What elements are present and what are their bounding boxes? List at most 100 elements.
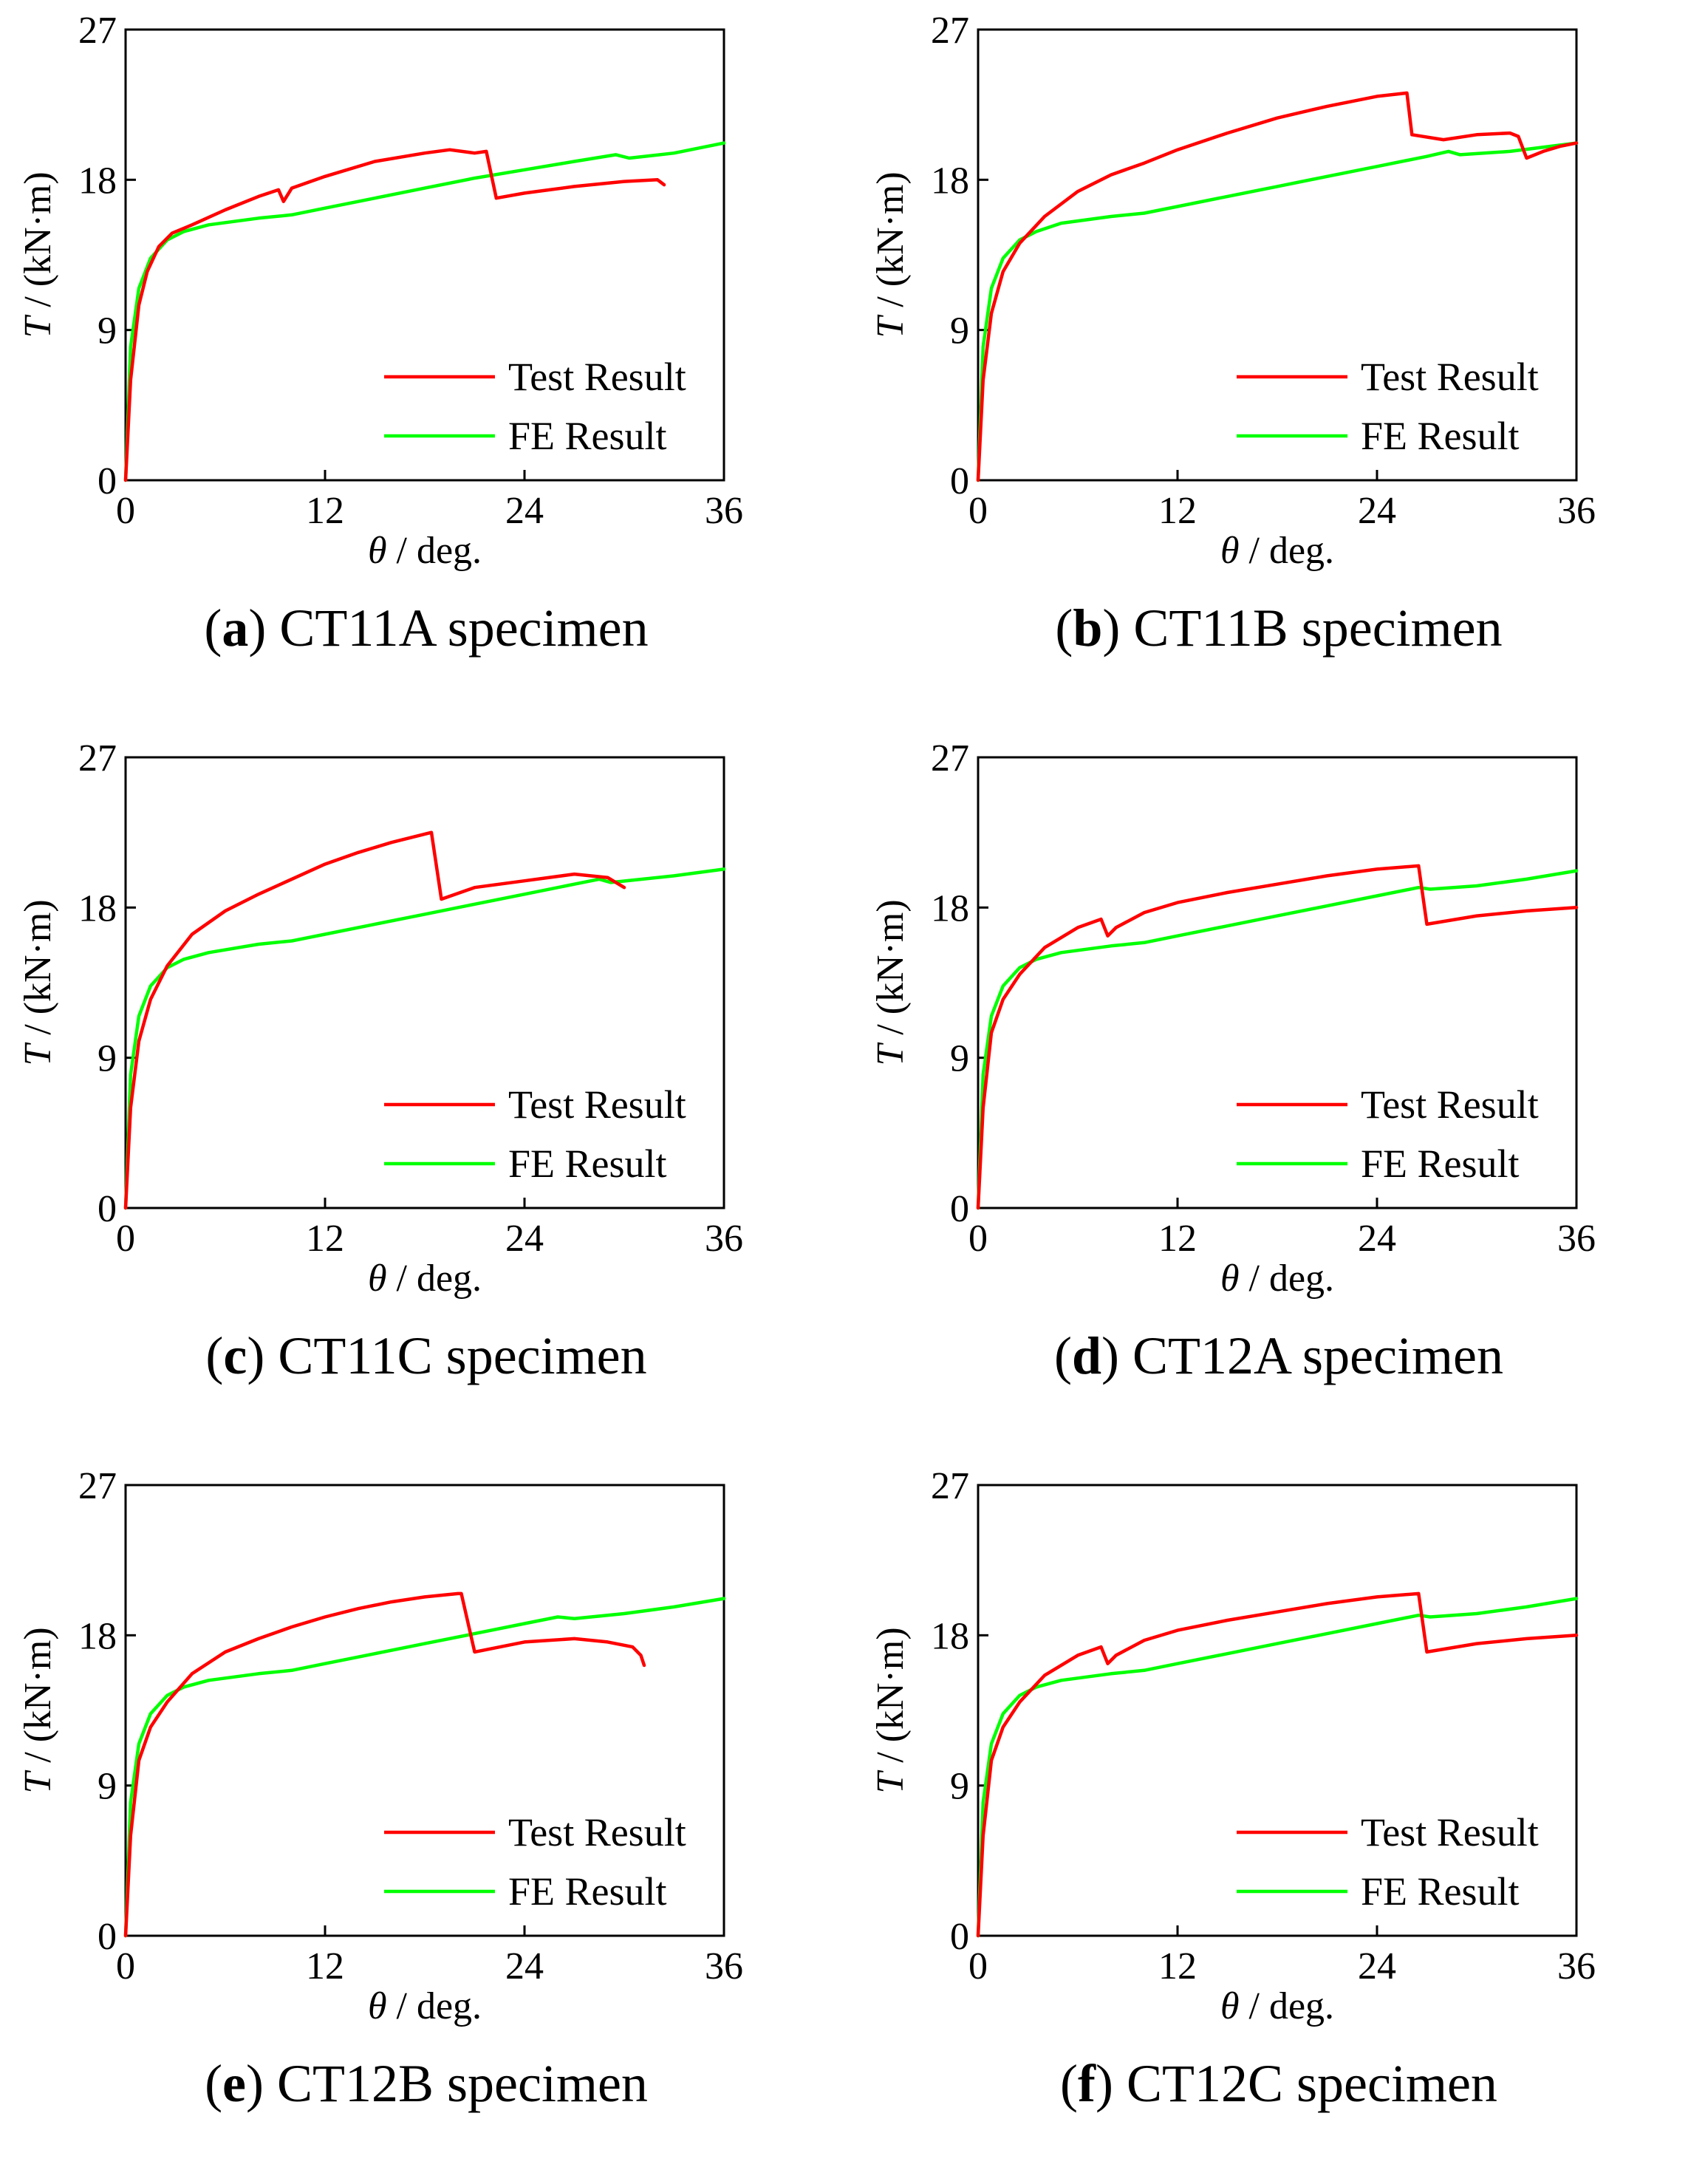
legend-label: Test Result xyxy=(508,355,686,399)
plot-frame xyxy=(124,28,725,482)
y-tick-label: 18 xyxy=(931,1615,969,1657)
chart-panel-a: 0 12 24 36 0 9 18 27 θ / deg. T / (kN·m) Test Resu… xyxy=(0,0,852,728)
y-axis-label: T / (kN·m) xyxy=(869,1627,912,1793)
x-axis-label: θ / deg. xyxy=(368,1257,482,1300)
y-tick-label: 18 xyxy=(78,1615,117,1657)
y-tick-label: 0 xyxy=(98,1916,117,1958)
panel-caption: (e) CT12B specimen xyxy=(205,2054,648,2113)
x-tick-label: 36 xyxy=(1557,1218,1596,1260)
legend-label: Test Result xyxy=(1361,355,1539,399)
series-line-test-result xyxy=(123,830,626,1210)
x-tick-label: 36 xyxy=(705,490,743,532)
y-tick-label: 0 xyxy=(950,1916,969,1958)
plot-frame xyxy=(977,756,1578,1209)
x-axis-label: θ / deg. xyxy=(368,1985,482,2027)
caption-text: CT12B specimen xyxy=(277,2054,648,2113)
series-line-fe-result xyxy=(976,1597,1579,1938)
panel-letter: b xyxy=(1073,598,1103,658)
y-tick-label: 27 xyxy=(78,1465,117,1507)
x-tick-label: 24 xyxy=(505,1218,544,1260)
x-tick-label: 12 xyxy=(306,490,344,532)
chart-d: 0 12 24 36 0 9 18 27 θ / deg. T / (kN·m) Test Resu… xyxy=(869,737,1596,1300)
x-axis-label: θ / deg. xyxy=(1220,1257,1334,1300)
x-tick-label: 24 xyxy=(505,1945,544,1987)
x-tick-label: 0 xyxy=(116,1218,135,1260)
y-axis-label: T / (kN·m) xyxy=(17,171,59,338)
caption-text: CT11A specimen xyxy=(279,598,649,658)
y-tick-label: 9 xyxy=(98,1766,117,1808)
x-tick-label: 12 xyxy=(1158,1218,1197,1260)
x-tick-label: 0 xyxy=(116,490,135,532)
y-tick-label: 0 xyxy=(950,460,969,502)
y-tick-label: 18 xyxy=(931,160,969,202)
chart-panel-d: 0 12 24 36 0 9 18 27 θ / deg. T / (kN·m) Test Resu… xyxy=(852,728,1705,1456)
series-line-fe-result xyxy=(976,869,1579,1210)
plot-frame xyxy=(977,1484,1578,1937)
legend-label: FE Result xyxy=(508,414,667,458)
x-axis-label: θ / deg. xyxy=(1220,1985,1334,2027)
panel-caption: (b) CT11B specimen xyxy=(1055,598,1503,658)
x-tick-label: 36 xyxy=(705,1218,743,1260)
y-tick-label: 27 xyxy=(931,1465,969,1507)
x-tick-label: 0 xyxy=(116,1945,135,1987)
x-tick-label: 0 xyxy=(968,1218,988,1260)
series-line-test-result xyxy=(976,864,1579,1210)
chart-a: 0 12 24 36 0 9 18 27 θ / deg. T / (kN·m) Test Resu… xyxy=(17,10,743,572)
legend-label: Test Result xyxy=(508,1082,686,1127)
legend-label: FE Result xyxy=(508,1869,667,1914)
y-tick-label: 27 xyxy=(931,10,969,52)
plot-frame xyxy=(977,28,1578,482)
x-tick-label: 36 xyxy=(705,1945,743,1987)
legend-label: FE Result xyxy=(1361,1142,1520,1186)
x-axis-label: θ / deg. xyxy=(368,530,482,572)
y-tick-label: 9 xyxy=(98,310,117,352)
x-tick-label: 24 xyxy=(505,490,544,532)
panel-caption: (d) CT12A specimen xyxy=(1054,1326,1503,1385)
x-tick-label: 36 xyxy=(1557,1945,1596,1987)
y-tick-label: 18 xyxy=(931,887,969,929)
chart-panel-f: 0 12 24 36 0 9 18 27 θ / deg. T / (kN·m) Test Resu… xyxy=(852,1456,1705,2183)
chart-panel-e: 0 12 24 36 0 9 18 27 θ / deg. T / (kN·m) Test Resu… xyxy=(0,1456,852,2183)
legend-label: FE Result xyxy=(1361,1869,1520,1914)
x-tick-label: 24 xyxy=(1358,490,1396,532)
plot-frame xyxy=(124,1484,725,1937)
plot-frame xyxy=(124,756,725,1209)
legend-label: Test Result xyxy=(1361,1810,1539,1854)
y-tick-label: 0 xyxy=(98,1188,117,1230)
chart-f: 0 12 24 36 0 9 18 27 θ / deg. T / (kN·m) Test Resu… xyxy=(869,1465,1596,2027)
y-tick-label: 9 xyxy=(950,1766,969,1808)
legend-label: FE Result xyxy=(508,1142,667,1186)
chart-panel-b: 0 12 24 36 0 9 18 27 θ / deg. T / (kN·m) Test Resu… xyxy=(852,0,1705,728)
series-line-test-result xyxy=(976,91,1579,482)
legend-label: FE Result xyxy=(1361,414,1520,458)
chart-c: 0 12 24 36 0 9 18 27 θ / deg. T / (kN·m) Test Resu… xyxy=(17,737,743,1300)
y-tick-label: 9 xyxy=(950,1038,969,1080)
series-line-fe-result xyxy=(123,867,726,1210)
series-line-fe-result xyxy=(976,141,1579,482)
panel-caption: (f) CT12C specimen xyxy=(1060,2054,1497,2113)
panel-letter: e xyxy=(222,2054,247,2113)
panel-letter: a xyxy=(222,598,249,658)
x-tick-label: 12 xyxy=(1158,490,1197,532)
series-line-fe-result xyxy=(123,141,726,482)
x-tick-label: 12 xyxy=(306,1945,344,1987)
y-axis-label: T / (kN·m) xyxy=(869,899,912,1065)
x-tick-label: 0 xyxy=(968,490,988,532)
y-axis-label: T / (kN·m) xyxy=(869,171,912,338)
y-tick-label: 0 xyxy=(950,1188,969,1230)
y-tick-label: 18 xyxy=(78,160,117,202)
caption-text: CT11B specimen xyxy=(1133,598,1503,658)
caption-text: CT12C specimen xyxy=(1127,2054,1497,2113)
y-axis-label: T / (kN·m) xyxy=(17,899,59,1065)
y-tick-label: 27 xyxy=(931,737,969,779)
x-axis-label: θ / deg. xyxy=(1220,530,1334,572)
y-tick-label: 9 xyxy=(950,310,969,352)
panel-letter: d xyxy=(1072,1326,1102,1385)
panel-letter: c xyxy=(223,1326,247,1385)
chart-e: 0 12 24 36 0 9 18 27 θ / deg. T / (kN·m) Test Resu… xyxy=(17,1465,743,2027)
caption-text: CT11C specimen xyxy=(278,1326,647,1385)
y-axis-label: T / (kN·m) xyxy=(17,1627,59,1793)
x-tick-label: 0 xyxy=(968,1945,988,1987)
chart-b: 0 12 24 36 0 9 18 27 θ / deg. T / (kN·m) Test Resu… xyxy=(869,10,1596,572)
chart-panel-c: 0 12 24 36 0 9 18 27 θ / deg. T / (kN·m) Test Resu… xyxy=(0,728,852,1456)
